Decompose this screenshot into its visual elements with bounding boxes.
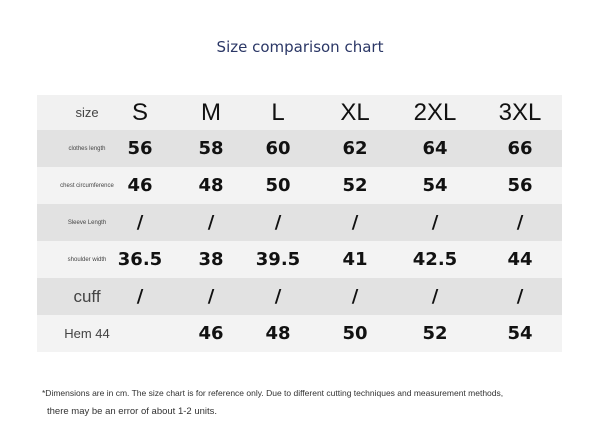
header-row: size S M L XL 2XL 3XL [37,95,562,130]
table-cell: 48 [265,323,291,344]
row-label: size [75,105,99,120]
table-cell: / [351,286,359,307]
table-cell: 54 [422,175,448,196]
table-cell: 38 [198,249,224,270]
table-cell: 58 [198,138,224,159]
chart-title: Size comparison chart [216,38,384,56]
footnote-line-1: *Dimensions are in cm. The size chart is… [42,388,504,398]
table-cell: 54 [507,323,533,344]
table-cell: / [207,212,215,233]
table-cell: 2XL [413,98,457,126]
table-cell: / [431,286,439,307]
table-cell: XL [340,98,370,126]
table-cell: / [431,212,439,233]
row-label: chest circumference [60,182,114,189]
table-cell: / [136,212,144,233]
table-cell: 46 [127,175,153,196]
size-table: size S M L XL 2XL 3XL clothes length 56 58 60 62 64 6… [37,95,562,352]
table-cell: / [516,212,524,233]
table-cell: 44 [507,249,533,270]
row-label: cuff [73,286,101,306]
table-cell: S [131,98,148,126]
table-cell: 52 [342,175,368,196]
table-row: cuff / / / / / / [37,278,562,315]
table-row: Hem 44 46 48 50 52 54 [37,315,562,352]
footnote-line-2: there may be an error of about 1-2 units… [47,406,218,417]
table-row: clothes length 56 58 60 62 64 66 [37,130,562,167]
row-label: clothes length [68,145,106,152]
table-cell: 42.5 [412,249,458,270]
table-cell: 41 [342,249,368,270]
row-label: Hem 44 [64,326,110,341]
table-cell: M [201,98,221,126]
table-cell [105,315,175,352]
table-row: Sleeve Length / / / / / / [37,204,562,241]
table-cell: L [271,98,285,126]
table-cell: 66 [507,138,533,159]
table-cell: 50 [265,175,291,196]
table-cell: 64 [422,138,448,159]
table-cell: 50 [342,323,368,344]
row-label: Sleeve Length [67,219,107,226]
table-cell: 62 [342,138,368,159]
table-cell: 56 [127,138,153,159]
table-cell: 56 [507,175,533,196]
table-cell: 60 [265,138,291,159]
table-cell: / [274,212,282,233]
table-cell: / [351,212,359,233]
table-cell: / [207,286,215,307]
table-cell: / [516,286,524,307]
table-cell: 39.5 [255,249,301,270]
table-cell: 48 [198,175,224,196]
table-row: chest circumference 46 48 50 52 54 56 [37,167,562,204]
row-label: shoulder width [67,256,107,263]
table-row: shoulder width 36.5 38 39.5 41 42.5 44 [37,241,562,278]
table-cell: 46 [198,323,224,344]
table-cell: 52 [422,323,448,344]
table-cell: / [274,286,282,307]
table-cell: / [136,286,144,307]
table-cell: 36.5 [117,249,163,270]
table-cell: 3XL [498,98,542,126]
